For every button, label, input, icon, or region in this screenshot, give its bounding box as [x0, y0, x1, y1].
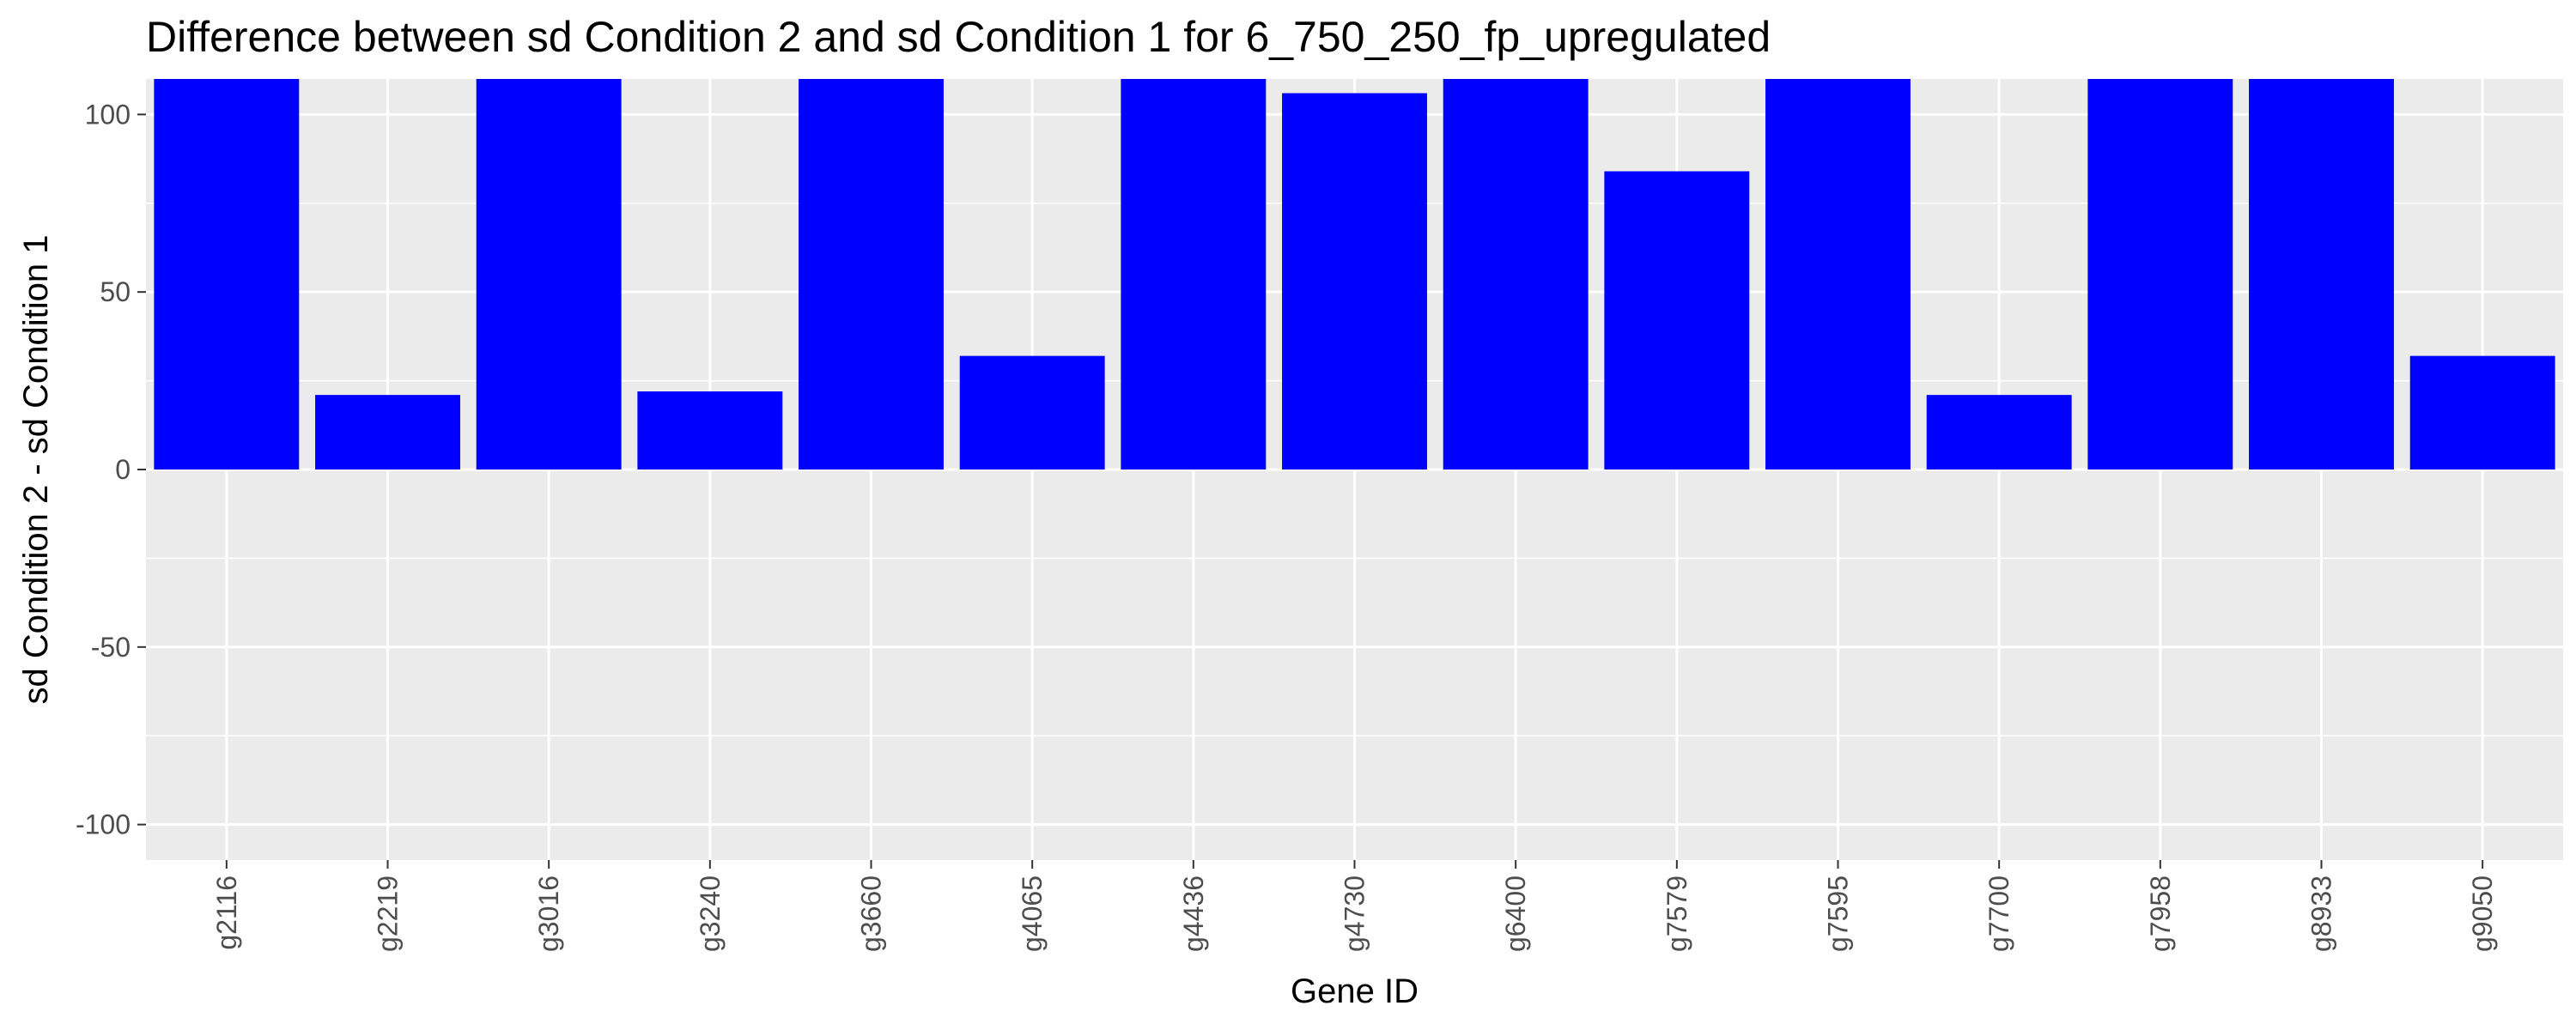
x-tick-label: g8933 [2306, 876, 2337, 952]
y-tick-label: -50 [91, 632, 131, 663]
x-axis: g2116 g2219 g3016 g3240 g3660 g4065 g4436 g4730… [211, 860, 2498, 952]
bar-g7595 [1765, 79, 1911, 470]
x-axis-title: Gene ID [1291, 972, 1419, 1010]
bar-g2116 [154, 79, 300, 470]
bar-g7700 [1926, 395, 2072, 470]
x-tick-label: g2116 [211, 876, 242, 950]
chart-title: Difference between sd Condition 2 and sd… [146, 13, 1771, 61]
bar-g4436 [1121, 79, 1267, 470]
x-tick-label: g2219 [373, 876, 404, 952]
bar-g4065 [959, 355, 1105, 470]
x-tick-label: g3016 [533, 876, 564, 952]
y-tick-label: 0 [115, 454, 131, 485]
x-tick-label: g3240 [695, 876, 726, 952]
bar-g9050 [2409, 355, 2555, 470]
x-tick-label: g7579 [1662, 876, 1692, 952]
x-tick-label: g4730 [1340, 876, 1370, 952]
bar-g7579 [1604, 171, 1750, 470]
y-tick-label: -100 [76, 809, 131, 840]
y-tick-label: 100 [85, 99, 131, 130]
y-axis: -100 -50 0 50 100 [76, 99, 146, 840]
bars [154, 79, 2555, 470]
bar-g3660 [799, 79, 944, 470]
bar-g3240 [637, 391, 783, 470]
bar-g3016 [476, 79, 622, 470]
x-tick-label: g4436 [1178, 876, 1209, 952]
x-tick-label: g7700 [1984, 876, 2014, 952]
x-tick-label: g3660 [856, 876, 887, 952]
x-tick-label: g6400 [1500, 876, 1531, 952]
bar-g4730 [1282, 93, 1427, 470]
x-tick-label: g9050 [2467, 876, 2498, 952]
bar-g7958 [2087, 79, 2233, 470]
x-tick-label: g7595 [1823, 876, 1854, 952]
bar-g8933 [2249, 79, 2394, 470]
y-tick-label: 50 [100, 276, 131, 307]
bar-g6400 [1443, 79, 1589, 470]
y-axis-title: sd Condition 2 - sd Condition 1 [17, 235, 55, 705]
x-tick-label: g4065 [1017, 876, 1048, 952]
bar-g2219 [315, 395, 460, 470]
x-tick-label: g7958 [2145, 876, 2176, 952]
